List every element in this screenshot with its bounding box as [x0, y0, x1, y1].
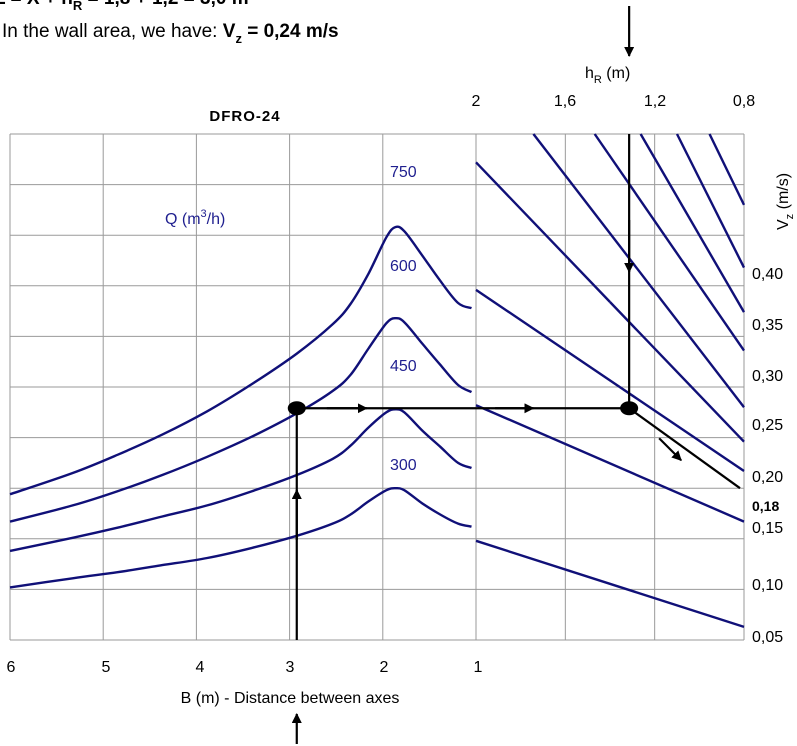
x-tick-5: 5 [102, 659, 111, 676]
flow-curve-q450 [9, 408, 472, 553]
intersection-dot-right [620, 401, 639, 416]
series-label-q: Q (m3/h) [165, 208, 225, 228]
vz-tick-0-05: 0,05 [752, 629, 783, 646]
vz-tick-0-25: 0,25 [752, 417, 783, 434]
height-line-2 [475, 404, 745, 523]
height-line-6 [532, 133, 745, 408]
height-line-8 [639, 133, 746, 313]
chart-title: DFRO-24 [209, 108, 280, 125]
height-line-10 [708, 133, 746, 206]
height-line-9 [675, 133, 746, 269]
hr-tick-labels: 2 1,6 1,2 0,8 [472, 93, 756, 110]
series-label-450: 450 [390, 358, 417, 375]
flow-curve-q300 [9, 486, 472, 589]
hr-tick-2: 2 [472, 93, 481, 110]
height-line-7 [593, 133, 745, 352]
path-diagonal [628, 407, 741, 490]
height-lines [475, 133, 746, 628]
hr-tick-1-2: 1,2 [644, 93, 666, 110]
vz-tick-labels: 0,05 0,10 0,15 0,20 0,25 0,30 0,35 0,40 … [752, 266, 783, 646]
intersection-dot-left [287, 401, 306, 416]
vz-tick-0-20: 0,20 [752, 469, 783, 486]
flow-curves [9, 225, 473, 589]
height-line-4 [475, 161, 611, 303]
x-axis-label: B (m) - Distance between axes [181, 690, 400, 707]
x-tick-6: 6 [7, 659, 16, 676]
x-tick-2: 2 [380, 659, 389, 676]
header-line-1: L = X + hR = 1,8 + 1,2 = 3,0 m [0, 0, 249, 13]
x-tick-labels: 6 5 4 3 2 1 [7, 659, 483, 676]
height-line-3 [475, 288, 745, 472]
series-label-750: 750 [390, 164, 417, 181]
chart-grid [9, 133, 745, 641]
hr-axis-label: hR (m) [585, 65, 630, 86]
x-tick-4: 4 [196, 659, 205, 676]
flow-curve-q750 [9, 225, 472, 496]
x-tick-1: 1 [474, 659, 483, 676]
vz-tick-0-18: 0,18 [752, 498, 779, 514]
vz-tick-0-30: 0,30 [752, 368, 783, 385]
reading-path [287, 6, 741, 744]
height-line-1 [475, 539, 745, 628]
x-tick-3: 3 [286, 659, 295, 676]
hr-tick-1-6: 1,6 [554, 93, 576, 110]
hr-tick-0-8: 0,8 [733, 93, 755, 110]
arrow-diag [658, 437, 682, 462]
vz-tick-0-35: 0,35 [752, 317, 783, 334]
header-line-2: In the wall area, we have: Vz = 0,24 m/s [2, 21, 339, 46]
series-label-600: 600 [390, 258, 417, 275]
vz-tick-0-10: 0,10 [752, 577, 783, 594]
series-label-300: 300 [390, 457, 417, 474]
flow-curve-q600 [9, 316, 473, 523]
height-line-5 [609, 301, 745, 443]
vz-tick-0-40: 0,40 [752, 266, 783, 283]
vz-tick-0-15: 0,15 [752, 520, 783, 537]
vz-axis-label: Vz (m/s) [775, 173, 796, 230]
